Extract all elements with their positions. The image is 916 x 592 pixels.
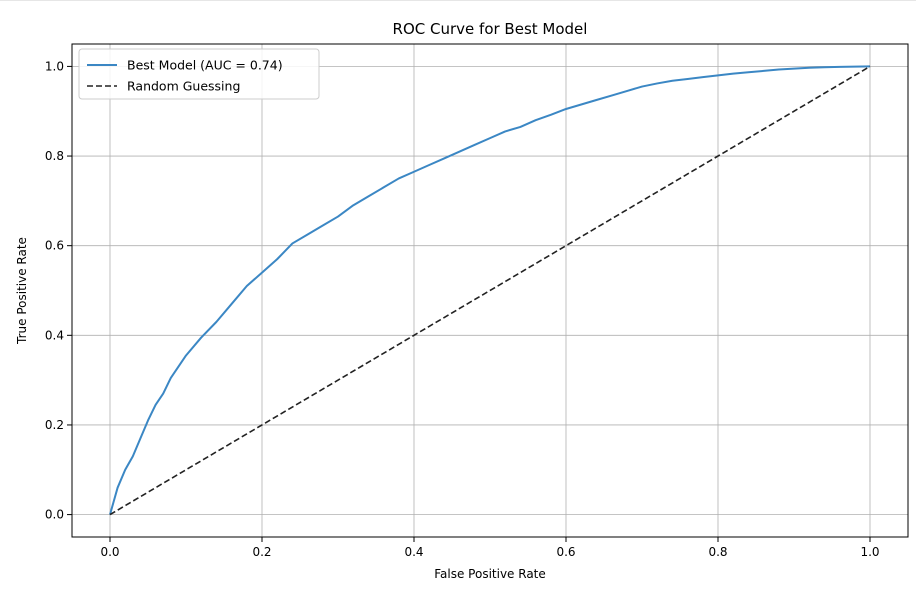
- x-tick-label: 0.2: [252, 545, 271, 559]
- top-divider: [0, 0, 916, 1]
- x-tick-label: 0.6: [556, 545, 575, 559]
- y-axis-label: True Positive Rate: [15, 237, 29, 345]
- x-tick-label: 0.0: [100, 545, 119, 559]
- x-axis-label: False Positive Rate: [434, 567, 546, 581]
- chart-title: ROC Curve for Best Model: [393, 20, 588, 38]
- y-tick-label: 0.0: [45, 508, 64, 522]
- roc-curve-line: [109, 65, 871, 515]
- y-tick-label: 0.4: [45, 328, 64, 342]
- tick-layer: 0.0 0.2 0.4 0.6 0.8 1.0 0.0 0.2 0.4 0.6 0.8 1.0: [45, 59, 880, 559]
- legend: Best Model (AUC = 0.74) Random Guessing: [78, 48, 320, 100]
- legend-box: [78, 48, 320, 100]
- grid-layer: [72, 44, 908, 537]
- y-tick-label: 0.2: [45, 418, 64, 432]
- legend-label: Best Model (AUC = 0.74): [127, 58, 283, 73]
- plot-frame: [71, 43, 909, 538]
- random-guessing-line: [109, 65, 871, 516]
- legend-label: Random Guessing: [127, 79, 240, 94]
- x-tick-label: 0.8: [708, 545, 727, 559]
- x-tick-label: 1.0: [860, 545, 879, 559]
- x-tick-label: 0.4: [404, 545, 423, 559]
- y-tick-label: 0.6: [45, 239, 64, 253]
- y-tick-label: 1.0: [45, 59, 64, 73]
- series-layer: [109, 65, 871, 516]
- y-tick-label: 0.8: [45, 149, 64, 163]
